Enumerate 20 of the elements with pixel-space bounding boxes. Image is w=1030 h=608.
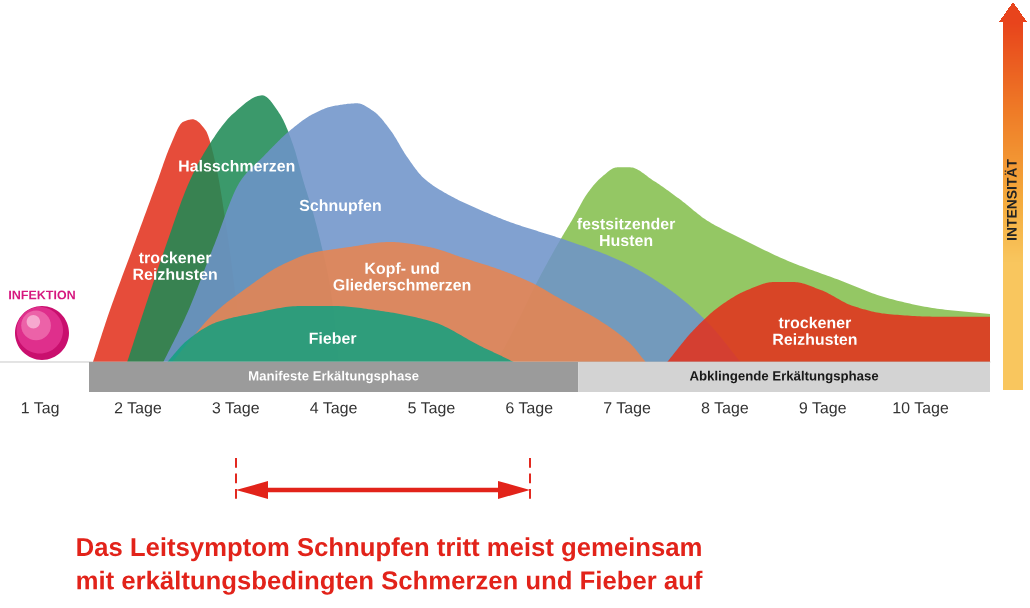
x-tick-label: 9 Tage	[799, 402, 846, 417]
x-tick-label: 2 Tage	[114, 402, 162, 417]
series-label: Kopf- und Gliederschmerzen	[333, 262, 471, 291]
x-tick-label: 7 Tage	[604, 402, 651, 417]
x-tick-label: 6 Tage	[506, 402, 553, 417]
series-label: Schnupfen	[299, 199, 381, 215]
y-axis-title: INTENSITÄT	[1004, 159, 1017, 240]
x-tick-label: 10 Tage	[893, 402, 949, 417]
series-label: Manifeste Erkältungsphase	[249, 370, 419, 384]
series-label: trockener Reizhusten	[773, 316, 857, 345]
x-tick-label: 8 Tage	[701, 402, 749, 417]
x-tick-label: 5 Tage	[408, 402, 455, 417]
x-tick-label: 3 Tage	[212, 402, 259, 417]
annotation: INFEKTION	[9, 290, 75, 300]
x-tick-label: 1 Tag	[21, 402, 59, 417]
text: Das Leitsymptom Schnupfen tritt meist gemeinsam mit erkältungsbedingten Schmerzen und Fieber auf	[77, 537, 703, 595]
series-label: festsitzender Husten	[577, 217, 676, 247]
series-label: Fieber	[309, 332, 357, 344]
series-label: Abklingende Erkältungsphase	[689, 370, 879, 384]
x-tick-label: 4 Tage	[310, 402, 357, 417]
